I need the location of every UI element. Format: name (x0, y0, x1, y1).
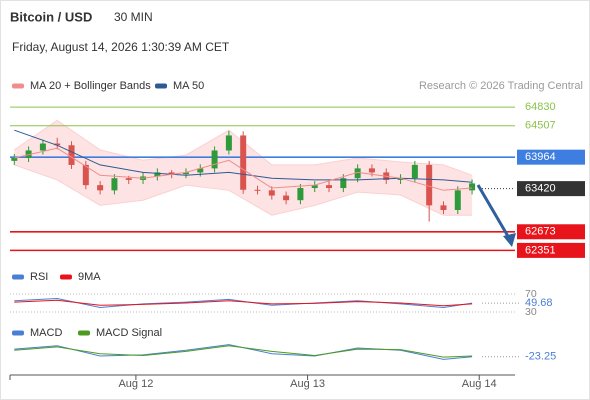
candle-body (268, 190, 275, 196)
x-tick-label: Aug 12 (118, 378, 153, 390)
level-label: 62351 (525, 244, 556, 256)
level-box (517, 181, 585, 197)
candle-body (440, 205, 447, 210)
indicator-line (14, 345, 473, 358)
last-value-label: 49.68 (525, 297, 553, 309)
legend-label: MA 50 (173, 80, 204, 92)
legend-label: MA 20 + Bollinger Bands (30, 80, 151, 92)
candle-body (311, 185, 318, 189)
candle-body (340, 178, 347, 189)
y-tick-label: 30 (525, 306, 537, 318)
candle-body (411, 164, 418, 179)
candle-body (197, 168, 204, 173)
last-value-label: -23.25 (525, 351, 556, 363)
candle-body (225, 135, 232, 151)
level-label: 63420 (525, 183, 556, 195)
candle-body (297, 188, 304, 201)
level-box (517, 242, 585, 258)
legend-swatch (155, 83, 167, 89)
x-tick-label: Aug 14 (462, 378, 497, 390)
level-label: 62673 (525, 226, 556, 238)
candle-body (368, 168, 375, 173)
candle-body (211, 150, 218, 169)
source: Research © 2026 Trading Central (419, 80, 583, 92)
level-label: 64507 (525, 120, 556, 132)
candle-body (154, 172, 161, 177)
candle-body (182, 172, 189, 175)
forecast-arrow (476, 184, 511, 239)
candle-body (469, 183, 476, 191)
candle-body (68, 145, 75, 165)
plots: MA 20 + Bollinger Bands MA 50 64830 64507 63… (9, 80, 585, 390)
candle-body (111, 178, 118, 191)
candle-body (97, 185, 104, 191)
title: Bitcoin / USD (10, 9, 92, 24)
legend-label: MACD (30, 327, 62, 339)
level-box (517, 149, 585, 165)
candle-body (283, 195, 290, 201)
candle-body (454, 190, 461, 210)
candle-body (240, 135, 247, 190)
y-tick-label: 70 (525, 288, 537, 300)
level-label: 63964 (525, 151, 556, 163)
date: Friday, August 14, 2026 1:30:39 AM CET (12, 40, 230, 54)
legend-label: 9MA (78, 271, 101, 283)
candle-body (326, 185, 333, 189)
candle-body (426, 164, 433, 206)
legend-label: MACD Signal (96, 327, 162, 339)
candle-body (354, 168, 361, 179)
candle-body (397, 178, 404, 180)
legend-swatch (12, 330, 24, 336)
level-label: 64830 (525, 101, 556, 113)
candle-body (54, 143, 61, 146)
level-box (517, 224, 585, 240)
legend-swatch (60, 274, 72, 280)
bollinger-upper (14, 119, 473, 176)
candle-body (11, 157, 18, 161)
ma-line (14, 129, 473, 183)
indicator-line (14, 299, 473, 307)
interval: 30 MIN (114, 10, 153, 24)
legend-label: RSI (30, 271, 48, 283)
candle-body (125, 178, 132, 180)
candle-body (39, 143, 46, 151)
x-tick-label: Aug 13 (290, 378, 325, 390)
forecast-arrowhead (503, 233, 516, 247)
ma-line (14, 147, 473, 191)
legend-swatch (12, 83, 24, 89)
candle-body (82, 164, 89, 186)
bollinger-lower (14, 164, 473, 216)
candle-body (254, 189, 261, 191)
candle-body (168, 172, 175, 175)
legend-swatch (12, 274, 24, 280)
indicator-line (14, 344, 473, 360)
legend-swatch (78, 330, 90, 336)
